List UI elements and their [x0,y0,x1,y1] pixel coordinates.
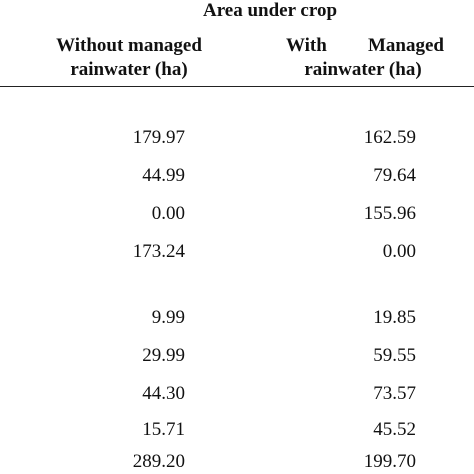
cell-with-row-2: 79.64 [373,165,416,186]
cell-with-row-3: 155.96 [363,203,416,224]
cell-without-row-6: 29.99 [142,345,185,366]
header-divider [0,86,474,87]
cell-with-row-8: 45.52 [373,419,416,440]
header-with-line1: With Managed [278,34,448,58]
cell-with-row-4: 0.00 [382,241,416,262]
cell-without-row-9: 289.20 [132,451,185,472]
cell-with-row-9: 199.70 [363,451,416,472]
cell-without-row-5: 9.99 [151,307,185,328]
header-without-line1: Without managed [56,35,202,56]
header-with-word: With [286,35,327,56]
cell-without-row-1: 179.97 [132,127,185,148]
header-managed-word: Managed [368,35,444,56]
header-without-managed-rainwater: Without managed rainwater (ha) [44,34,214,82]
table-title: Area under crop [202,0,338,21]
cell-with-row-1: 162.59 [363,127,416,148]
cell-with-row-7: 73.57 [373,383,416,404]
cell-without-row-3: 0.00 [151,203,185,224]
cell-with-row-5: 19.85 [373,307,416,328]
cell-with-row-6: 59.55 [373,345,416,366]
cell-without-row-7: 44.30 [142,383,185,404]
cell-without-row-2: 44.99 [142,165,185,186]
header-with-managed-rainwater: With Managed rainwater (ha) [278,34,448,82]
header-without-line2: rainwater (ha) [70,59,188,80]
cell-without-row-8: 15.71 [142,419,185,440]
cell-without-row-4: 173.24 [132,241,185,262]
header-with-line2: rainwater (ha) [304,59,422,80]
